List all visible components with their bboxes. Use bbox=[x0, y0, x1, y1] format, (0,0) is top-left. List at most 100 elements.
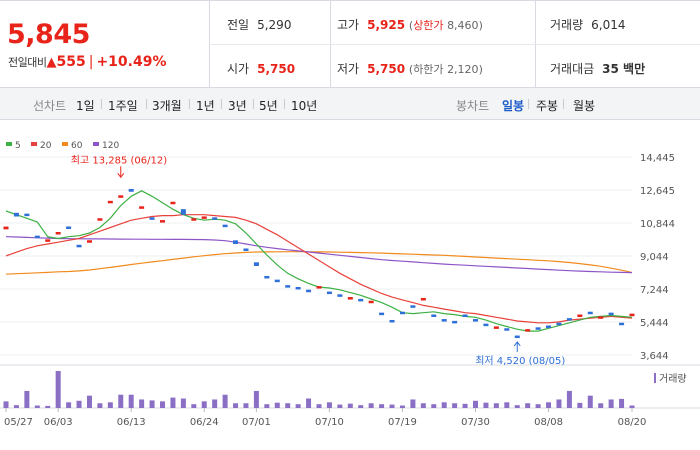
tab-1d[interactable]: 1일 bbox=[76, 99, 95, 113]
candle bbox=[55, 231, 61, 235]
candle bbox=[66, 226, 72, 229]
tab-daily[interactable]: 일봉 bbox=[502, 99, 525, 113]
volume-bar bbox=[358, 405, 364, 408]
high-arrow-icon bbox=[117, 172, 125, 179]
volume-bar bbox=[97, 403, 103, 408]
candle bbox=[535, 327, 541, 330]
candle bbox=[253, 262, 259, 266]
legend-label-120: 120 bbox=[102, 141, 119, 151]
tab-1y[interactable]: 1년 bbox=[196, 99, 215, 113]
candle bbox=[410, 305, 416, 308]
candle bbox=[76, 244, 82, 248]
high-annotation: 최고 13,285 (06/12) bbox=[71, 154, 167, 166]
ma60-line bbox=[5, 251, 633, 275]
open-label: 시가 bbox=[227, 62, 250, 76]
divider: | bbox=[88, 54, 94, 70]
candle bbox=[3, 226, 9, 230]
volume-bar bbox=[619, 398, 625, 408]
tab-weekly[interactable]: 주봉 bbox=[536, 99, 559, 113]
volume-bar bbox=[285, 403, 291, 408]
volume-bar bbox=[441, 402, 447, 408]
candle bbox=[201, 216, 207, 219]
change-value: 555 bbox=[56, 54, 86, 70]
high-annotation-date: (06/12) bbox=[127, 155, 167, 166]
volume-bar bbox=[410, 399, 416, 408]
candle bbox=[619, 322, 625, 326]
volume-bar bbox=[389, 404, 395, 408]
lower-limit-value: 2,120 bbox=[447, 63, 479, 76]
grid-lines: 14,445 12,645 10,844 9,044 7,244 5,444 3,644 bbox=[0, 153, 700, 409]
row-divider bbox=[211, 44, 700, 45]
volume-bar bbox=[160, 401, 165, 408]
y-tick-label: 7,244 bbox=[640, 285, 669, 296]
volume-bar bbox=[368, 403, 374, 408]
x-tick-label: 08/08 bbox=[534, 417, 563, 428]
ma120-line bbox=[5, 236, 633, 274]
moving-average-lines bbox=[5, 190, 633, 332]
x-tick-label: 08/20 bbox=[618, 417, 647, 428]
volume-legend-label: 거래량 bbox=[659, 373, 687, 385]
volume-bar bbox=[337, 404, 343, 408]
stock-chart: 5 20 60 120 14,445 12,645 10,844 9,044 7,244 5,4… bbox=[0, 141, 700, 428]
tab-5y[interactable]: 5년 bbox=[259, 99, 278, 113]
x-tick-label: 07/01 bbox=[242, 417, 271, 428]
candle bbox=[504, 328, 510, 331]
prev-close-label: 전일 bbox=[227, 18, 250, 32]
volume-bar bbox=[399, 405, 405, 408]
chart-tabs: 선차트 1일 1주일 3개월 1년 3년 5년 10년 봉차트 일봉 주봉 월봉 bbox=[0, 88, 700, 120]
candle bbox=[222, 224, 228, 228]
volume-bar bbox=[86, 395, 92, 408]
volume-bar bbox=[514, 405, 520, 408]
volume-bar bbox=[76, 400, 82, 408]
tab-3y[interactable]: 3년 bbox=[228, 99, 247, 113]
low-arrow-icon bbox=[513, 341, 521, 347]
legend-swatch-120 bbox=[93, 142, 99, 146]
volume-bar bbox=[577, 402, 583, 408]
candle bbox=[514, 335, 520, 339]
tab-separator bbox=[284, 99, 285, 109]
open-value: 5,750 bbox=[257, 62, 296, 76]
change-label: 전일대비 bbox=[8, 56, 47, 69]
y-tick-label: 12,645 bbox=[640, 186, 675, 197]
volume-bar bbox=[24, 390, 30, 408]
volume-bar bbox=[598, 403, 604, 408]
volume-bar bbox=[504, 402, 510, 408]
tab-monthly[interactable]: 월봉 bbox=[573, 99, 596, 113]
candle-chart-label: 봉차트 bbox=[456, 99, 490, 113]
x-tick-label: 05/27 bbox=[4, 417, 33, 428]
tab-separator bbox=[563, 99, 564, 109]
candle bbox=[316, 286, 322, 289]
tab-3m[interactable]: 3개월 bbox=[152, 99, 182, 113]
candle bbox=[441, 319, 447, 322]
y-tick-label: 3,644 bbox=[640, 351, 669, 362]
x-axis: 05/27 06/03 06/13 06/24 07/01 07/10 07/19 07/30… bbox=[4, 408, 646, 428]
tab-1w[interactable]: 1주일 bbox=[108, 99, 138, 113]
volume-bar bbox=[180, 398, 186, 408]
candle bbox=[212, 217, 218, 220]
tab-separator bbox=[101, 99, 102, 109]
candle bbox=[577, 314, 583, 317]
candle bbox=[525, 329, 531, 332]
price-box: 5,845 전일대비▲555 | +10.49% bbox=[0, 1, 210, 88]
high-annotation-label: 최고 bbox=[71, 154, 89, 166]
low-value: 5,750 bbox=[367, 62, 406, 76]
candle bbox=[191, 218, 197, 221]
tab-separator bbox=[189, 99, 190, 109]
candle bbox=[128, 188, 134, 192]
current-price: 5,845 bbox=[7, 19, 90, 50]
volume-bar bbox=[55, 371, 61, 408]
volume-bar bbox=[201, 401, 207, 408]
legend-label-60: 60 bbox=[71, 141, 83, 151]
candle bbox=[107, 200, 113, 204]
high-price: 고가 5,925 (상한가 8,460) bbox=[337, 18, 483, 32]
quote-panel: 5,845 전일대비▲555 | +10.49% 전일 5,290 고가 5,925 (… bbox=[0, 0, 700, 88]
upper-limit-value: 8,460 bbox=[447, 19, 479, 32]
volume-bar bbox=[45, 405, 51, 408]
candle bbox=[274, 279, 280, 283]
candle bbox=[556, 322, 562, 326]
legend-swatch-20 bbox=[31, 142, 37, 146]
candle bbox=[34, 235, 40, 239]
volume-bar bbox=[128, 394, 134, 408]
y-tick-label: 14,445 bbox=[640, 153, 675, 164]
tab-10y[interactable]: 10년 bbox=[291, 99, 318, 113]
